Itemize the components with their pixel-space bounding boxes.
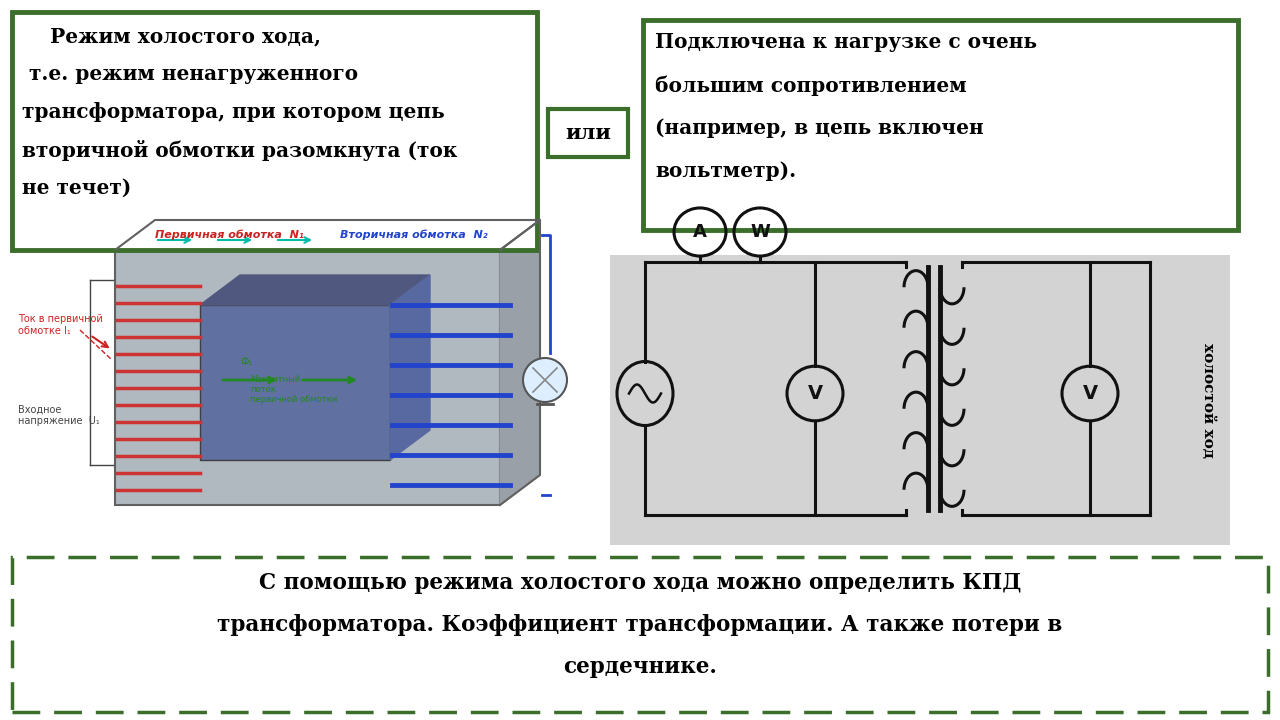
FancyBboxPatch shape: [115, 250, 500, 505]
Text: сердечнике.: сердечнике.: [563, 656, 717, 678]
Text: Ток в первичной
обмотке I₁: Ток в первичной обмотке I₁: [18, 314, 102, 336]
Text: вольтметр).: вольтметр).: [655, 161, 796, 181]
Text: (например, в цепь включен: (например, в цепь включен: [655, 118, 983, 138]
Text: Ф₁: Ф₁: [241, 357, 252, 367]
Text: трансформатора, при котором цепь: трансформатора, при котором цепь: [22, 102, 444, 122]
Text: большим сопротивлением: большим сопротивлением: [655, 75, 966, 96]
Circle shape: [524, 358, 567, 402]
Polygon shape: [500, 220, 540, 505]
Text: Магнитный: Магнитный: [250, 375, 300, 384]
Text: Режим холостого хода,: Режим холостого хода,: [22, 26, 321, 46]
FancyBboxPatch shape: [200, 305, 390, 460]
Text: V: V: [808, 384, 823, 403]
Text: С помощью режима холостого хода можно определить КПД: С помощью режима холостого хода можно оп…: [259, 572, 1021, 594]
FancyBboxPatch shape: [10, 255, 600, 545]
FancyBboxPatch shape: [12, 557, 1268, 712]
FancyBboxPatch shape: [12, 12, 538, 250]
Text: или: или: [564, 123, 611, 143]
Polygon shape: [200, 275, 430, 305]
Text: Вторичная обмотка  N₂: Вторичная обмотка N₂: [340, 230, 488, 240]
Text: поток: поток: [250, 385, 276, 394]
Text: первичной обмотки: первичной обмотки: [250, 395, 337, 404]
Text: т.е. режим ненагруженного: т.е. режим ненагруженного: [22, 64, 358, 84]
Text: A: A: [692, 223, 707, 241]
Text: холостой ход: холостой ход: [1201, 343, 1215, 457]
Text: Подключена к нагрузке с очень: Подключена к нагрузке с очень: [655, 32, 1037, 52]
Text: не течет): не течет): [22, 178, 132, 198]
FancyBboxPatch shape: [611, 255, 1230, 545]
Text: W: W: [750, 223, 771, 241]
Text: Входное
напряжение  U₁: Входное напряжение U₁: [18, 404, 100, 426]
FancyBboxPatch shape: [643, 20, 1238, 230]
Text: трансформатора. Коэффициент трансформации. А также потери в: трансформатора. Коэффициент трансформаци…: [218, 614, 1062, 636]
Polygon shape: [390, 275, 430, 460]
Text: Первичная обмотка  N₁: Первичная обмотка N₁: [155, 230, 303, 240]
Polygon shape: [115, 220, 540, 250]
FancyBboxPatch shape: [548, 109, 628, 157]
Text: вторичной обмотки разомкнута (ток: вторичной обмотки разомкнута (ток: [22, 140, 457, 161]
Text: V: V: [1083, 384, 1097, 403]
